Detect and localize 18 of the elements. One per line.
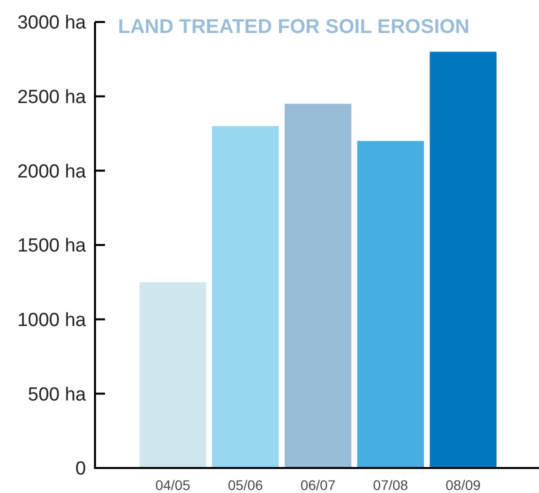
bar (430, 52, 497, 468)
y-tick-label: 1000 ha (17, 310, 86, 331)
y-tick-label: 1500 ha (17, 236, 86, 257)
bar (284, 104, 352, 468)
bar (212, 126, 279, 468)
x-tick-label: 06/07 (300, 477, 336, 493)
chart-title: LAND TREATED FOR SOIL EROSION (118, 16, 470, 38)
y-tick-label: 0 (75, 458, 86, 480)
x-tick-label: 04/05 (155, 477, 191, 493)
y-tick-label: 2000 ha (17, 161, 86, 182)
x-tick-label: 05/06 (228, 477, 264, 493)
y-tick-label: 500 ha (28, 384, 86, 406)
x-tick-label: 08/09 (446, 477, 481, 493)
y-tick-label: 3000 ha (17, 12, 86, 34)
bar (139, 282, 206, 468)
x-tick-label: 07/08 (373, 477, 408, 493)
y-tick-label: 2500 ha (17, 86, 86, 108)
bar (357, 140, 424, 468)
